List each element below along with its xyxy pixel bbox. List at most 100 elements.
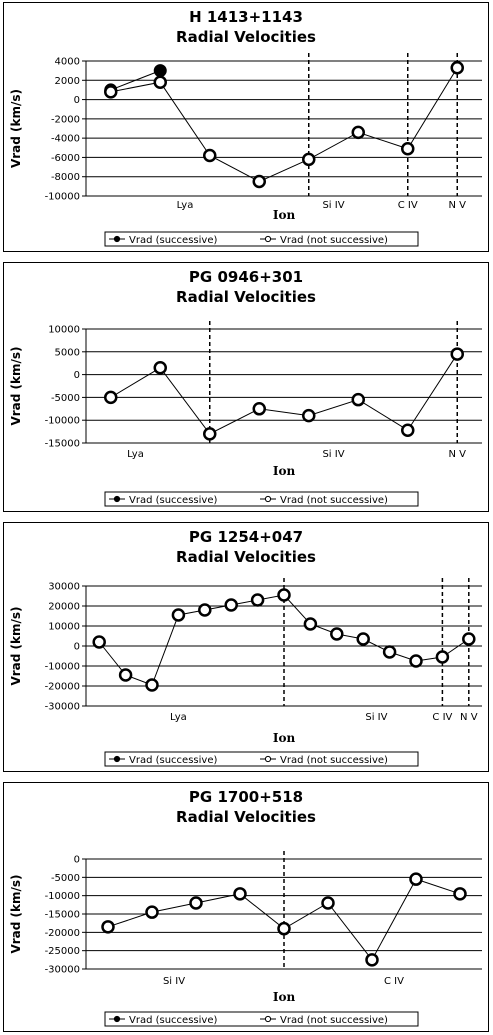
data-point bbox=[145, 905, 159, 919]
y-tick-label: -15000 bbox=[45, 439, 80, 450]
legend-marker-filled bbox=[113, 755, 121, 763]
y-tick-label: 4000 bbox=[55, 57, 80, 68]
y-tick-label: -10000 bbox=[45, 192, 80, 203]
x-axis-label: Ion bbox=[273, 731, 296, 745]
data-point bbox=[435, 650, 450, 664]
chart-subtitle: Radial Velocities bbox=[176, 548, 316, 566]
x-axis-label: Ion bbox=[273, 464, 296, 478]
chart-panel-pg1700: PG 1700+518 Radial Velocities 0 -5000 -10000… bbox=[3, 782, 489, 1032]
chart-svg: PG 1254+047 Radial Velocities 30000 20000 10… bbox=[9, 528, 482, 767]
series-line bbox=[110, 353, 458, 435]
y-tick-label: 10000 bbox=[48, 622, 80, 633]
data-point bbox=[303, 617, 318, 631]
data-point bbox=[277, 588, 291, 602]
legend-label: Vrad (not successive) bbox=[280, 235, 388, 246]
legend-marker-open bbox=[264, 235, 272, 243]
y-tick-label: 30000 bbox=[48, 582, 80, 593]
data-point bbox=[252, 402, 266, 416]
data-point bbox=[101, 920, 115, 934]
data-point bbox=[302, 408, 316, 423]
data-point bbox=[203, 427, 217, 441]
data-point bbox=[171, 608, 186, 622]
chart-panel-h1413: H 1413+1143 Radial Velocities 4000 2000 0 -20… bbox=[3, 2, 489, 252]
group-label: Lya bbox=[177, 200, 194, 211]
chart-title: PG 1254+047 bbox=[189, 528, 303, 546]
y-tick-label: -15000 bbox=[45, 910, 80, 921]
y-axis-label: Vrad (km/s) bbox=[9, 606, 23, 685]
legend-label: Vrad (not successive) bbox=[280, 755, 388, 766]
data-point bbox=[453, 887, 467, 901]
data-point bbox=[145, 678, 159, 692]
x-axis-label: Ion bbox=[273, 990, 296, 1004]
legend-label: Vrad (successive) bbox=[129, 755, 217, 766]
group-label: Lya bbox=[127, 449, 144, 460]
y-tick-label: -25000 bbox=[45, 946, 80, 957]
group-label: Si IV bbox=[365, 712, 387, 723]
chart-title: PG 1700+518 bbox=[189, 788, 303, 806]
legend-label: Vrad (successive) bbox=[129, 1015, 217, 1026]
legend-marker-open bbox=[264, 495, 272, 503]
data-point bbox=[462, 632, 476, 646]
group-label: C IV bbox=[432, 712, 452, 723]
data-point bbox=[351, 125, 365, 140]
y-tick-label: 5000 bbox=[55, 347, 80, 358]
chart-subtitle: Radial Velocities bbox=[176, 28, 316, 46]
y-tick-label: 20000 bbox=[48, 602, 80, 613]
y-tick-label: -4000 bbox=[51, 134, 80, 145]
y-tick-label: -20000 bbox=[45, 928, 80, 939]
y-tick-label: 10000 bbox=[48, 325, 80, 336]
group-label: N V bbox=[449, 200, 467, 211]
series-line bbox=[110, 67, 458, 183]
y-tick-label: -10000 bbox=[45, 662, 80, 673]
y-axis-label: Vrad (km/s) bbox=[9, 89, 23, 168]
data-point bbox=[351, 392, 365, 407]
legend-marker-filled bbox=[113, 1015, 121, 1023]
data-point bbox=[302, 152, 316, 167]
chart-subtitle: Radial Velocities bbox=[176, 808, 316, 826]
data-point bbox=[203, 148, 217, 163]
legend-marker-open bbox=[264, 1015, 272, 1023]
data-point bbox=[104, 390, 118, 405]
data-point bbox=[118, 668, 133, 682]
y-tick-label: -30000 bbox=[45, 702, 80, 713]
chart-svg: PG 0946+301 Radial Velocities 10000 5000 0 -5… bbox=[9, 268, 482, 507]
data-point bbox=[450, 61, 464, 75]
chart-title: PG 0946+301 bbox=[189, 268, 303, 286]
data-point bbox=[401, 142, 415, 156]
group-label: N V bbox=[460, 712, 478, 723]
data-point bbox=[277, 921, 291, 936]
data-point bbox=[233, 887, 247, 901]
y-tick-label: 2000 bbox=[55, 76, 80, 87]
data-point bbox=[382, 645, 397, 659]
data-point bbox=[92, 635, 106, 649]
group-label: C IV bbox=[384, 976, 404, 987]
group-label: Si IV bbox=[163, 976, 185, 987]
y-axis-label: Vrad (km/s) bbox=[9, 346, 23, 425]
y-tick-label: -6000 bbox=[51, 153, 80, 164]
data-point bbox=[330, 627, 344, 641]
data-point bbox=[153, 361, 167, 375]
y-tick-label: 0 bbox=[74, 95, 80, 106]
data-point bbox=[224, 598, 238, 612]
group-label: Lya bbox=[170, 712, 187, 723]
data-point bbox=[104, 85, 118, 99]
group-label: Si IV bbox=[322, 449, 344, 460]
chart-svg: PG 1700+518 Radial Velocities 0 -5000 -10000… bbox=[9, 788, 482, 1027]
data-point bbox=[250, 593, 265, 607]
chart-svg: H 1413+1143 Radial Velocities 4000 2000 0 -20… bbox=[9, 8, 482, 247]
y-tick-label: -2000 bbox=[51, 114, 80, 125]
legend-marker-open bbox=[264, 755, 272, 763]
y-tick-label: -20000 bbox=[45, 682, 80, 693]
legend-label: Vrad (not successive) bbox=[280, 495, 388, 506]
y-tick-label: -10000 bbox=[45, 891, 80, 902]
y-tick-label: -30000 bbox=[45, 965, 80, 976]
y-tick-label: 0 bbox=[74, 370, 80, 381]
group-label: Si IV bbox=[322, 200, 344, 211]
data-point bbox=[409, 654, 423, 668]
data-point-successive bbox=[153, 64, 167, 78]
series-line bbox=[107, 878, 461, 961]
group-label: C IV bbox=[398, 200, 418, 211]
data-point bbox=[153, 75, 167, 89]
y-tick-label: -5000 bbox=[51, 873, 80, 884]
legend-marker-filled bbox=[113, 495, 121, 503]
